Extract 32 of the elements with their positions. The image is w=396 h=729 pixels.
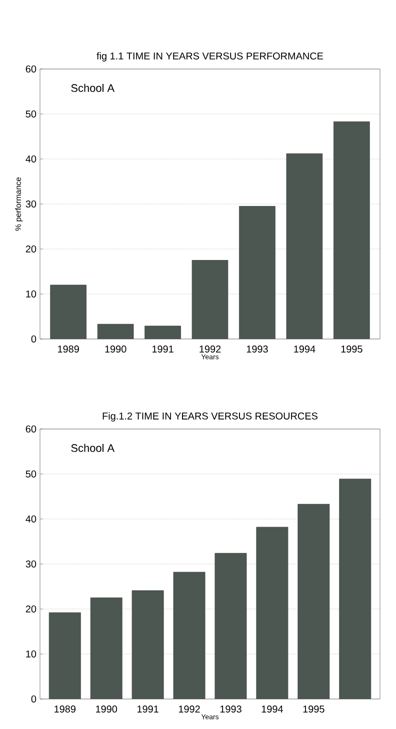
y-tick-label: 60 (26, 425, 36, 433)
y-tick-label: 10 (26, 650, 36, 658)
annotation: School A (71, 84, 115, 92)
y-tick-label: 50 (26, 110, 36, 118)
x-tick-label: 1991 (137, 706, 158, 713)
x-tick-label: 1995 (303, 706, 324, 713)
chart-title: fig 1.1 TIME IN YEARS VERSUS PERFORMANCE (96, 52, 324, 62)
x-tick-label: 1989 (54, 706, 76, 713)
x-tick-label: 1992 (200, 346, 221, 353)
x-tick-label: 1994 (262, 706, 283, 713)
y-tick-label: 50 (26, 470, 36, 478)
x-tick-label: 1991 (152, 346, 174, 353)
x-tick-label: 1989 (58, 346, 79, 353)
y-tick-label: 0 (31, 695, 36, 703)
x-tick-label: 1993 (246, 346, 268, 353)
x-tick-label: 1990 (96, 706, 118, 713)
annotation: School A (71, 444, 115, 452)
x-tick-label: 1995 (341, 346, 362, 353)
y-tick-label: 30 (26, 200, 36, 208)
y-tick-label: 40 (26, 155, 36, 163)
x-tick-label: 1994 (294, 346, 316, 353)
y-tick-label: 40 (26, 515, 36, 523)
x-tick-label: 1993 (220, 706, 242, 713)
x-tick-label: 1992 (178, 706, 200, 713)
y-tick-label: 10 (26, 290, 36, 298)
y-tick-label: 60 (26, 65, 36, 73)
chart-title: Fig.1.2 TIME IN YEARS VERSUS RESOURCES (102, 412, 318, 422)
y-tick-label: 0 (31, 335, 36, 343)
y-tick-label: 20 (26, 605, 36, 613)
y-tick-label: 20 (26, 245, 36, 253)
x-tick-label: 1990 (105, 346, 126, 353)
y-tick-label: 30 (26, 560, 36, 568)
